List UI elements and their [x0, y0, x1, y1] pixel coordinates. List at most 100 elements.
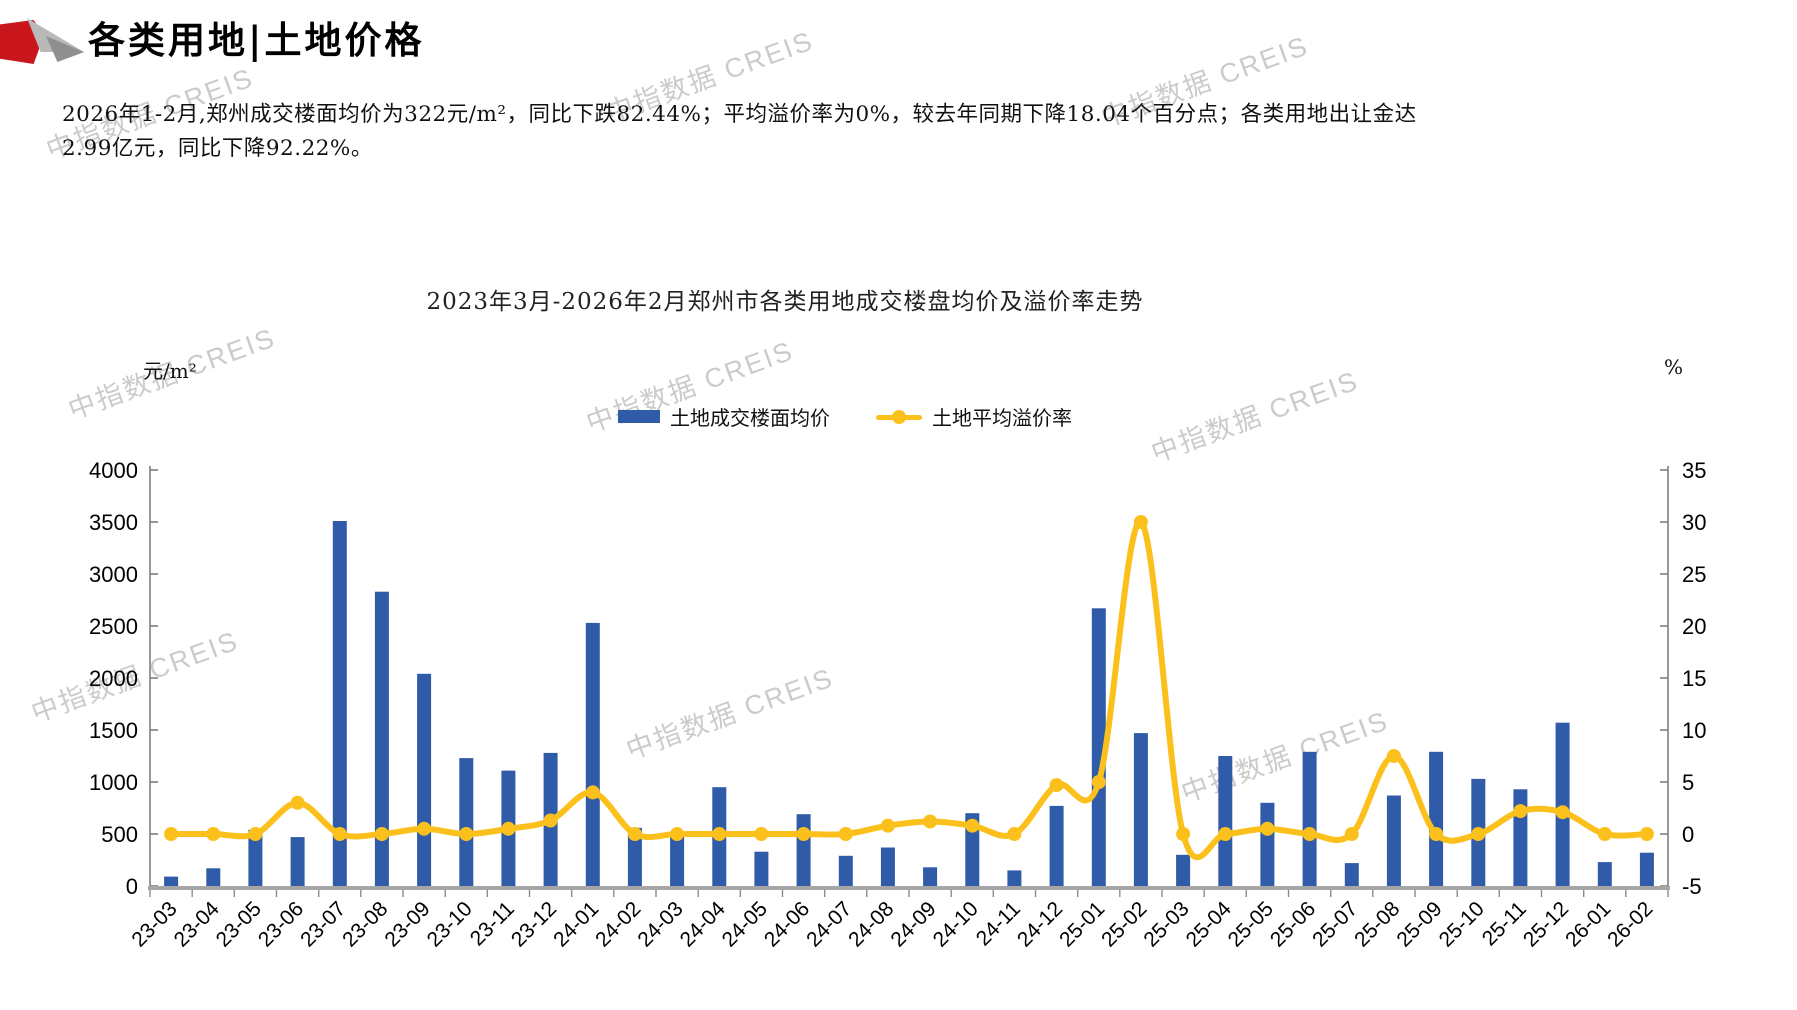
x-axis-label-25-10: 25-10	[1435, 897, 1489, 951]
bar-23-03	[164, 876, 179, 888]
x-axis-label-24-11: 24-11	[972, 897, 1025, 950]
premium-point-24-07	[838, 827, 853, 841]
bar-25-05	[1260, 802, 1275, 888]
x-axis-label-23-12: 23-12	[507, 897, 561, 951]
bar-25-01	[1091, 608, 1106, 888]
x-axis-label-24-05: 24-05	[718, 897, 772, 951]
bar-24-08	[880, 847, 895, 888]
right-axis-tick-label: 30	[1682, 510, 1706, 535]
line-swatch-dot	[892, 409, 906, 424]
bar-23-05	[248, 829, 263, 888]
right-axis-tick-label: 0	[1682, 822, 1694, 847]
bar-24-10	[965, 813, 980, 888]
x-axis-label-25-06: 25-06	[1266, 897, 1320, 951]
premium-point-24-11	[1007, 827, 1022, 841]
left-axis-tick-label: 1500	[89, 718, 138, 743]
x-axis-label-24-04: 24-04	[676, 897, 730, 951]
x-axis-label-24-01: 24-01	[549, 897, 603, 951]
x-axis-label-25-01: 25-01	[1055, 897, 1109, 951]
chart-title: 2023年3月-2026年2月郑州市各类用地成交楼盘均价及溢价率走势	[426, 289, 1144, 315]
bar-23-08	[374, 591, 389, 888]
legend-item-premium: 土地平均溢价率	[876, 402, 1072, 431]
x-axis-label-25-12: 25-12	[1519, 897, 1573, 951]
x-axis-label-23-07: 23-07	[296, 897, 350, 951]
left-axis-tick-label: 500	[101, 822, 138, 847]
creis-logo-icon	[0, 14, 86, 66]
premium-point-24-02	[627, 827, 642, 841]
line-series-swatch	[876, 409, 922, 424]
premium-point-25-08	[1386, 749, 1401, 763]
x-axis-label-25-04: 25-04	[1182, 897, 1236, 951]
right-axis-tick-label: 5	[1682, 770, 1694, 795]
premium-point-26-02	[1639, 827, 1654, 841]
left-axis-tick-label: 3000	[89, 562, 138, 587]
x-axis-label-24-12: 24-12	[1013, 897, 1067, 951]
right-axis-tick-label: 15	[1682, 666, 1706, 691]
bar-25-04	[1218, 756, 1233, 888]
x-axis-label-23-06: 23-06	[254, 897, 308, 951]
summary-line-2: 2.99亿元，同比下降92.22%。	[62, 136, 373, 161]
premium-point-23-06	[290, 795, 305, 810]
x-axis-label-25-07: 25-07	[1308, 897, 1362, 951]
premium-point-23-12	[543, 813, 558, 828]
premium-point-25-11	[1513, 804, 1528, 819]
bar-24-03	[670, 836, 685, 888]
x-axis-label-25-11: 25-11	[1478, 897, 1531, 950]
legend-item-price: 土地成交楼面均价	[618, 402, 830, 431]
bar-23-10	[459, 758, 474, 888]
bar-24-05	[754, 851, 769, 888]
right-axis-tick-label: 35	[1682, 458, 1706, 483]
premium-point-24-01	[585, 785, 600, 800]
bar-23-04	[206, 868, 221, 888]
x-axis-label-23-10: 23-10	[423, 897, 477, 951]
premium-point-23-07	[332, 827, 347, 841]
x-axis-label-23-08: 23-08	[338, 897, 392, 951]
x-axis-label-24-03: 24-03	[633, 897, 687, 951]
x-axis-label-24-07: 24-07	[802, 897, 856, 951]
x-axis-label-24-02: 24-02	[591, 897, 645, 951]
right-axis-tick-label: 25	[1682, 562, 1706, 587]
premium-point-25-09	[1429, 827, 1444, 841]
premium-point-24-06	[796, 827, 811, 841]
bar-25-09	[1429, 751, 1444, 888]
x-axis-label-24-06: 24-06	[760, 897, 814, 951]
premium-point-25-05	[1260, 821, 1275, 836]
x-axis-label-24-10: 24-10	[929, 897, 983, 951]
left-axis-tick-label: 2000	[89, 666, 138, 691]
bar-series-label: 土地成交楼面均价	[670, 406, 830, 430]
premium-point-23-04	[206, 827, 221, 841]
x-axis-label-23-03: 23-03	[127, 897, 181, 951]
right-axis-unit: %	[1664, 355, 1684, 379]
premium-point-25-10	[1471, 827, 1486, 841]
left-axis-unit: 元/m²	[143, 359, 197, 383]
premium-point-24-08	[880, 818, 895, 833]
bar-25-07	[1344, 863, 1359, 888]
left-axis-tick-label: 1000	[89, 770, 138, 795]
right-axis-tick-label: 10	[1682, 718, 1706, 743]
left-axis-tick-label: 2500	[89, 614, 138, 639]
premium-point-24-03	[670, 827, 685, 841]
bar-24-11	[1007, 870, 1022, 888]
x-axis-label-26-01: 26-01	[1561, 897, 1615, 951]
page-title: 各类用地|土地价格	[88, 17, 425, 62]
bar-26-01	[1597, 862, 1612, 888]
right-axis-tick-label: -5	[1682, 874, 1702, 899]
x-axis-label-26-02: 26-02	[1603, 897, 1657, 951]
premium-point-23-09	[417, 821, 432, 836]
bar-23-06	[290, 837, 305, 888]
premium-point-25-12	[1555, 805, 1570, 820]
x-axis-label-25-05: 25-05	[1224, 897, 1278, 951]
left-axis-tick-label: 4000	[89, 458, 138, 483]
bar-23-09	[417, 673, 432, 888]
bar-25-06	[1302, 751, 1317, 888]
premium-point-23-10	[459, 827, 474, 841]
bar-24-01	[585, 622, 600, 888]
premium-point-25-02	[1133, 515, 1148, 529]
premium-point-25-04	[1218, 827, 1233, 841]
x-axis-label-23-04: 23-04	[170, 897, 224, 951]
premium-rate-line	[168, 518, 1650, 861]
x-axis-label-25-09: 25-09	[1392, 897, 1446, 951]
premium-point-25-01	[1091, 775, 1106, 789]
premium-point-25-07	[1344, 827, 1359, 841]
